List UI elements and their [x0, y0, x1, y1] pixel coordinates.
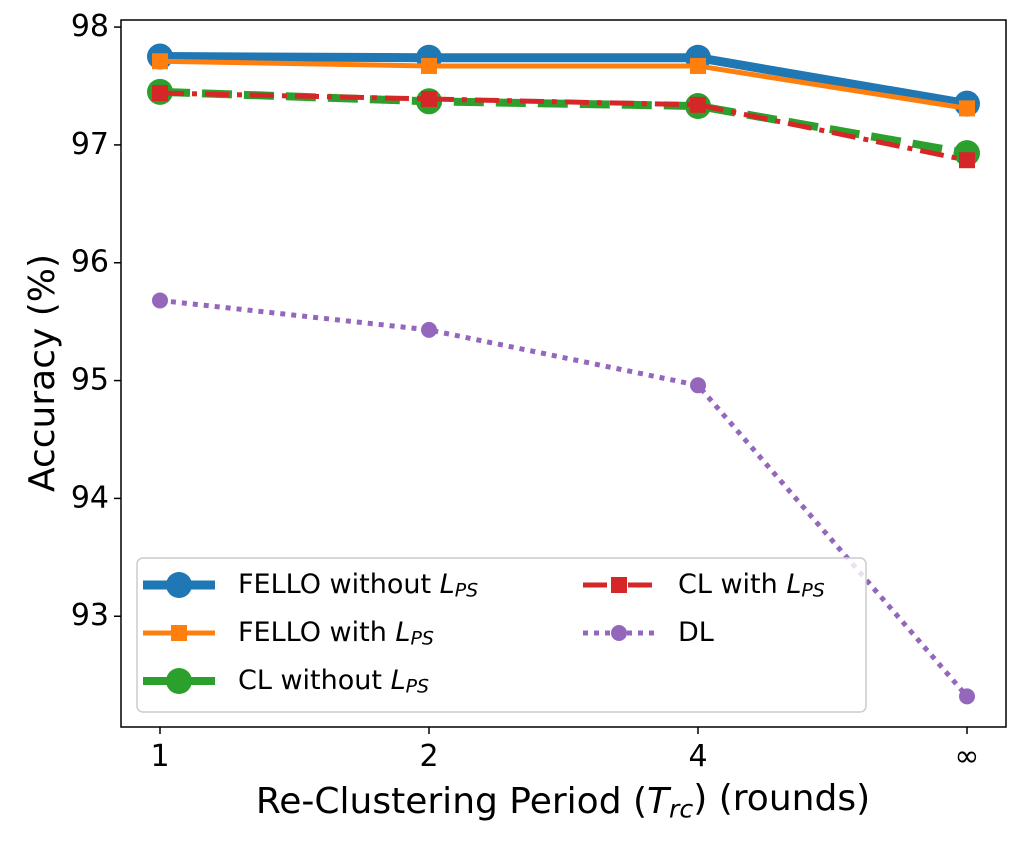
legend-marker	[166, 668, 192, 694]
legend-label: CL with LPS	[678, 569, 825, 602]
x-tick-label: 1	[150, 739, 169, 774]
legend-frame	[136, 557, 867, 713]
legend: FELLO without LPS FELLO with LPS CL withou…	[136, 557, 867, 713]
marker	[959, 100, 975, 117]
marker	[690, 57, 706, 74]
legend-marker	[171, 625, 187, 641]
x-tick-label: 4	[688, 739, 707, 774]
series-line	[159, 90, 968, 163]
series-line	[159, 87, 968, 158]
marker	[152, 85, 168, 102]
y-tick-label: 94	[71, 480, 109, 515]
y-tick-label: 97	[71, 126, 109, 161]
y-tick-label: 98	[71, 9, 109, 44]
marker	[959, 152, 975, 169]
x-tick-label: ∞	[955, 739, 980, 774]
plot-frame	[120, 19, 1007, 728]
y-tick-label: 93	[71, 598, 109, 633]
series-line	[159, 297, 969, 698]
marker	[152, 292, 168, 309]
marker	[421, 321, 437, 338]
marker	[690, 377, 706, 394]
y-axis-label: Accuracy (%)	[22, 254, 63, 492]
legend-marker	[611, 577, 627, 593]
legend-label: FELLO with LPS	[238, 617, 434, 650]
legend-label: DL	[678, 617, 714, 648]
series	[152, 292, 975, 705]
series-line	[159, 58, 968, 111]
legend-marker	[166, 572, 192, 598]
marker	[690, 96, 706, 113]
y-tick-label: 96	[71, 244, 109, 279]
legend-marker	[611, 625, 627, 641]
series	[152, 85, 975, 169]
x-tick-label: 2	[419, 739, 438, 774]
marker	[959, 688, 975, 705]
marker	[421, 90, 437, 107]
series	[152, 53, 975, 117]
legend-label: FELLO without LPS	[238, 569, 478, 602]
legend-label: CL without LPS	[238, 665, 429, 698]
y-tick-label: 95	[71, 362, 109, 397]
series-line	[159, 52, 968, 109]
marker	[152, 53, 168, 70]
marker	[421, 57, 437, 74]
x-axis-label: Re-Clustering Period (Trc​) (rounds)	[256, 778, 870, 824]
